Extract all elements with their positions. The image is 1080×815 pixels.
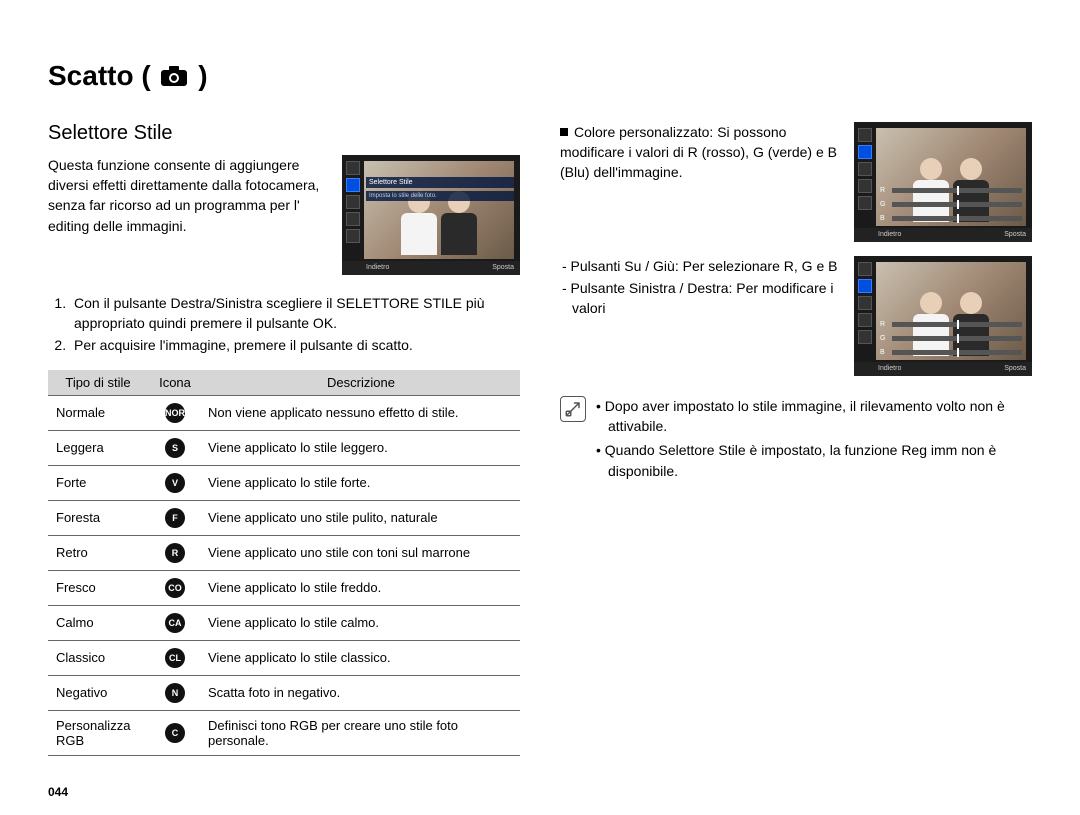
btn-instruction-2: - Pulsante Sinistra / Destra: Per modifi… [560,278,842,319]
table-row: Retro R Viene applicato uno stile con toni… [48,535,520,570]
cell-tipo: Foresta [48,500,148,535]
style-icon: NOR [165,403,185,423]
slider-label-r: R [880,320,888,330]
table-row: Leggera S Viene applicato lo stile leggero… [48,430,520,465]
note-icon [560,396,586,422]
subtitle: Selettore Stile [48,122,520,145]
col-icona: Icona [148,370,202,396]
slider-label-g: G [880,334,888,344]
style-icon: R [165,543,185,563]
table-row: Normale NOR Non viene applicato nessuno ef… [48,395,520,430]
cell-desc: Definisci tono RGB per creare uno stile … [202,710,520,755]
lcd-preview-style-selector: Selettore Stile Imposta lo stile delle f… [342,155,520,275]
col-tipo: Tipo di stile [48,370,148,396]
custom-color-lead: Colore personalizzato: [574,124,717,140]
square-bullet-icon [560,128,568,136]
lcd-move-label: Sposta [1004,230,1026,240]
cell-desc: Viene applicato lo stile calmo. [202,605,520,640]
cell-tipo: Fresco [48,570,148,605]
title-suffix: ) [198,60,207,91]
intro-text: Questa funzione consente di aggiungere d… [48,155,330,275]
cell-icona: N [148,675,202,710]
page-number: 044 [48,785,68,799]
custom-color-text: Colore personalizzato: Si possono modifi… [560,122,842,242]
lcd-preview-rgb-sliders-1: R G B MENU Indietro Sposta [854,122,1032,242]
btn-instruction-1: - Pulsanti Su / Giù: Per selezionare R, … [560,256,842,276]
cell-desc: Scatta foto in negativo. [202,675,520,710]
cell-tipo: Leggera [48,430,148,465]
cell-desc: Viene applicato uno stile pulito, natura… [202,500,520,535]
left-column: Selettore Stile Questa funzione consente… [48,122,520,756]
style-icon: V [165,473,185,493]
step-1: Con il pulsante Destra/Sinistra sceglier… [70,293,520,334]
lcd-hint-title: Selettore Stile [366,177,514,188]
table-row: Fresco CO Viene applicato lo stile freddo. [48,570,520,605]
step-2: Per acquisire l'immagine, premere il pul… [70,335,520,355]
steps-list: Con il pulsante Destra/Sinistra sceglier… [48,293,520,356]
rgb-sliders: R G B [880,186,1022,224]
table-row: Foresta F Viene applicato uno stile pulito… [48,500,520,535]
style-icon: F [165,508,185,528]
lcd-back-label: Indietro [878,364,901,374]
note-1: Dopo aver impostato lo stile immagine, i… [596,396,1032,437]
slider-label-r: R [880,186,888,196]
cell-desc: Viene applicato lo stile forte. [202,465,520,500]
table-row: Calmo CA Viene applicato lo stile calmo. [48,605,520,640]
lcd-back-label: Indietro [878,230,901,240]
lcd-back-label: Indietro [366,264,389,271]
cell-icona: NOR [148,395,202,430]
style-icon: CO [165,578,185,598]
col-desc: Descrizione [202,370,520,396]
page-title: Scatto ( ) [48,60,1032,94]
table-row: Negativo N Scatta foto in negativo. [48,675,520,710]
lcd-hint-sub: Imposta lo stile delle foto. [366,191,514,201]
style-icon: S [165,438,185,458]
cell-icona: CA [148,605,202,640]
table-row: Personalizza RGB C Definisci tono RGB per … [48,710,520,755]
style-icon: CA [165,613,185,633]
styles-table: Tipo di stile Icona Descrizione NormaleN… [48,370,520,756]
table-row: Forte V Viene applicato lo stile forte. [48,465,520,500]
cell-tipo: Classico [48,640,148,675]
cell-desc: Viene applicato lo stile freddo. [202,570,520,605]
style-icon: N [165,683,185,703]
cell-icona: V [148,465,202,500]
cell-tipo: Calmo [48,605,148,640]
cell-desc: Viene applicato lo stile leggero. [202,430,520,465]
table-row: Classico CL Viene applicato lo stile class… [48,640,520,675]
lcd-move-label: Sposta [1004,364,1026,374]
cell-desc: Viene applicato lo stile classico. [202,640,520,675]
cell-icona: S [148,430,202,465]
camera-icon [160,62,188,94]
note-box: Dopo aver impostato lo stile immagine, i… [560,396,1032,485]
cell-icona: CO [148,570,202,605]
lcd-move-label: Sposta [492,264,514,271]
style-icon: C [165,723,185,743]
lcd-preview-rgb-sliders-2: R G B MENU Indietro Sposta [854,256,1032,376]
cell-tipo: Negativo [48,675,148,710]
slider-label-b: B [880,214,888,224]
slider-label-b: B [880,348,888,358]
rgb-sliders: R G B [880,320,1022,358]
title-prefix: Scatto ( [48,60,151,91]
cell-tipo: Forte [48,465,148,500]
style-icon: CL [165,648,185,668]
cell-tipo: Personalizza RGB [48,710,148,755]
cell-icona: C [148,710,202,755]
slider-label-g: G [880,200,888,210]
right-column: Colore personalizzato: Si possono modifi… [560,122,1032,756]
cell-tipo: Normale [48,395,148,430]
button-instructions: - Pulsanti Su / Giù: Per selezionare R, … [560,256,842,376]
cell-desc: Viene applicato uno stile con toni sul m… [202,535,520,570]
cell-desc: Non viene applicato nessuno effetto di s… [202,395,520,430]
cell-tipo: Retro [48,535,148,570]
cell-icona: R [148,535,202,570]
note-2: Quando Selettore Stile è impostato, la f… [596,440,1032,481]
cell-icona: CL [148,640,202,675]
cell-icona: F [148,500,202,535]
